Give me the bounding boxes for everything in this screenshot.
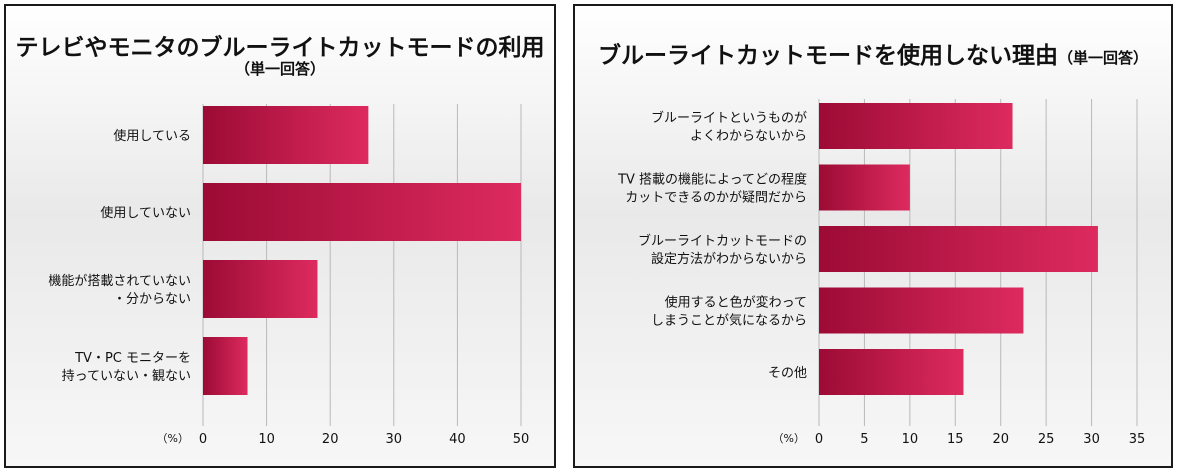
- tick-label: 20: [992, 432, 1009, 447]
- category-label: ・分からない: [113, 292, 191, 307]
- category-label: その他: [768, 366, 807, 381]
- tick-label: 0: [815, 432, 823, 447]
- tick-label: 10: [902, 432, 919, 447]
- category-label: 持っていない・観ない: [62, 369, 191, 384]
- chart-subtitle-usage: （単一回答）: [234, 60, 325, 78]
- category-label: ブルーライトというものが: [651, 110, 807, 126]
- chart-panel-usage: テレビやモニタのブルーライトカットモードの利用 （単一回答） 使用している 使用し…: [4, 4, 556, 468]
- tick-label: 10: [258, 432, 275, 447]
- chart-title-usage: テレビやモニタのブルーライトカットモードの利用: [15, 35, 545, 61]
- bar: [203, 106, 369, 164]
- tick-label: 5: [860, 432, 868, 447]
- unit-label: （%）: [157, 432, 189, 445]
- category-label: 使用している: [113, 128, 191, 144]
- tick-label: 25: [1038, 432, 1055, 447]
- chart-title-reasons-text: ブルーライトカットモードを使用しない理由: [597, 43, 1058, 69]
- bar: [819, 103, 1013, 149]
- chart-subtitle-reasons: （単一回答）: [1057, 49, 1148, 67]
- unit-label: （%）: [773, 432, 805, 445]
- tick-label: 30: [1083, 432, 1100, 447]
- category-label: ブルーライトカットモードの: [638, 233, 807, 249]
- tick-label: 15: [947, 432, 964, 447]
- category-label: TV・PC モニターを: [74, 351, 191, 366]
- bar: [819, 226, 1098, 272]
- bar: [203, 183, 521, 241]
- chart-panel-reasons: ブルーライトカットモードを使用しない理由（単一回答） ブルーライトというものがよ…: [573, 4, 1173, 468]
- bar: [819, 164, 910, 211]
- bar: [819, 287, 1024, 334]
- chart-title-reasons: ブルーライトカットモードを使用しない理由（単一回答）: [575, 36, 1171, 70]
- tick-label: 0: [199, 432, 207, 447]
- bar: [819, 349, 964, 395]
- category-label: 機能が搭載されていない: [48, 273, 191, 289]
- category-label: カットできるのかが疑問だから: [625, 190, 807, 206]
- category-label: TV 搭載の機能によってどの程度: [617, 172, 807, 188]
- bar: [203, 337, 248, 395]
- tick-label: 20: [322, 432, 339, 447]
- tick-label: 35: [1129, 432, 1146, 447]
- tick-label: 50: [513, 432, 530, 447]
- category-label: しまうことが気になるから: [651, 313, 807, 329]
- category-label: 設定方法がわからないから: [651, 251, 807, 267]
- category-label: よくわからないから: [690, 129, 807, 144]
- tick-label: 30: [386, 432, 403, 447]
- bar: [203, 260, 318, 318]
- category-label: 使用していない: [100, 205, 191, 221]
- tick-label: 40: [449, 432, 466, 447]
- category-label: 使用すると色が変わって: [665, 295, 807, 311]
